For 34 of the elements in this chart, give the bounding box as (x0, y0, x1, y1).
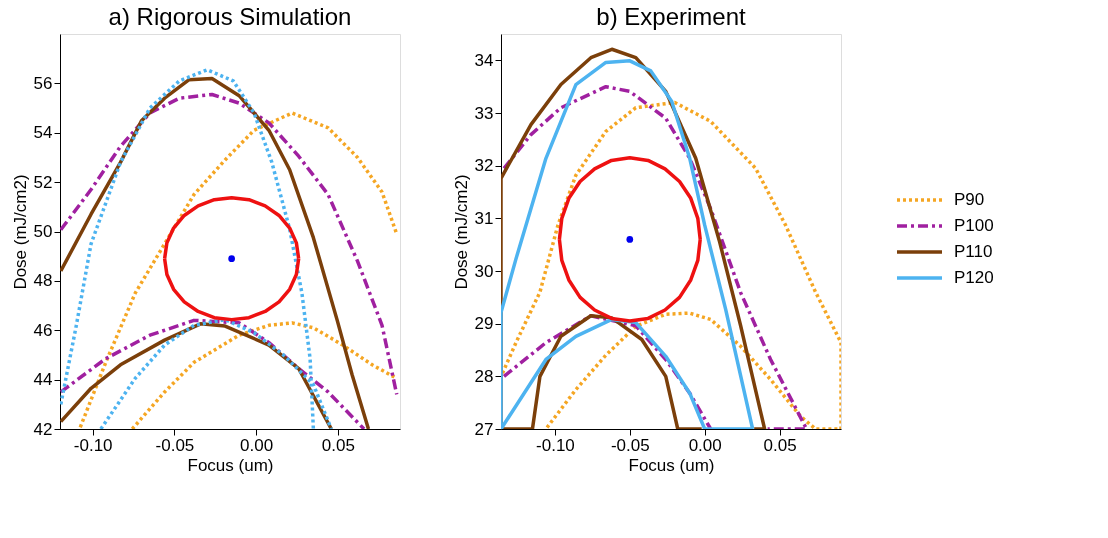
y-tick-label: 42 (33, 419, 53, 439)
y-axis-title: Dose (mJ/cm2) (451, 174, 471, 290)
y-tick-label: 46 (33, 320, 53, 340)
y-tick-label: 32 (474, 156, 494, 176)
x-tick-label: -0.10 (536, 435, 575, 455)
y-tick-label: 48 (33, 271, 53, 291)
y-tick-label: 34 (474, 50, 494, 70)
x-tick-label: -0.10 (73, 435, 113, 455)
x-tick-label: -0.05 (610, 435, 650, 455)
y-tick-label: 28 (474, 366, 494, 386)
y-tick-label: 50 (33, 222, 53, 241)
x-tick-label: 0.05 (321, 435, 355, 455)
y-tick-label: 54 (33, 123, 53, 143)
x-tick-label: 0.00 (240, 435, 274, 455)
chart-title: b) Experiment (596, 3, 747, 30)
y-tick-label: 33 (474, 103, 494, 123)
x-axis-title: Focus (um) (187, 455, 274, 475)
y-tick-label: 29 (474, 314, 494, 334)
y-tick-label: 27 (474, 419, 494, 439)
chart-title: a) Rigorous Simulation (108, 3, 352, 30)
x-tick-label: 0.00 (688, 435, 722, 455)
legend-label: P90 (954, 189, 985, 209)
y-tick-label: 30 (474, 261, 494, 281)
y-tick-label: 44 (33, 370, 53, 390)
legend-label: P100 (954, 215, 994, 235)
legend-label: P120 (954, 267, 994, 287)
legend-label: P110 (954, 241, 993, 261)
x-tick-label: 0.05 (763, 435, 797, 455)
x-tick-label: -0.05 (155, 435, 195, 455)
x-axis-title: Focus (um) (628, 455, 715, 475)
y-tick-label: 56 (33, 73, 53, 93)
y-tick-label: 31 (474, 208, 494, 228)
y-axis-title: Dose (mJ/cm2) (10, 174, 30, 290)
y-tick-label: 52 (33, 172, 53, 192)
